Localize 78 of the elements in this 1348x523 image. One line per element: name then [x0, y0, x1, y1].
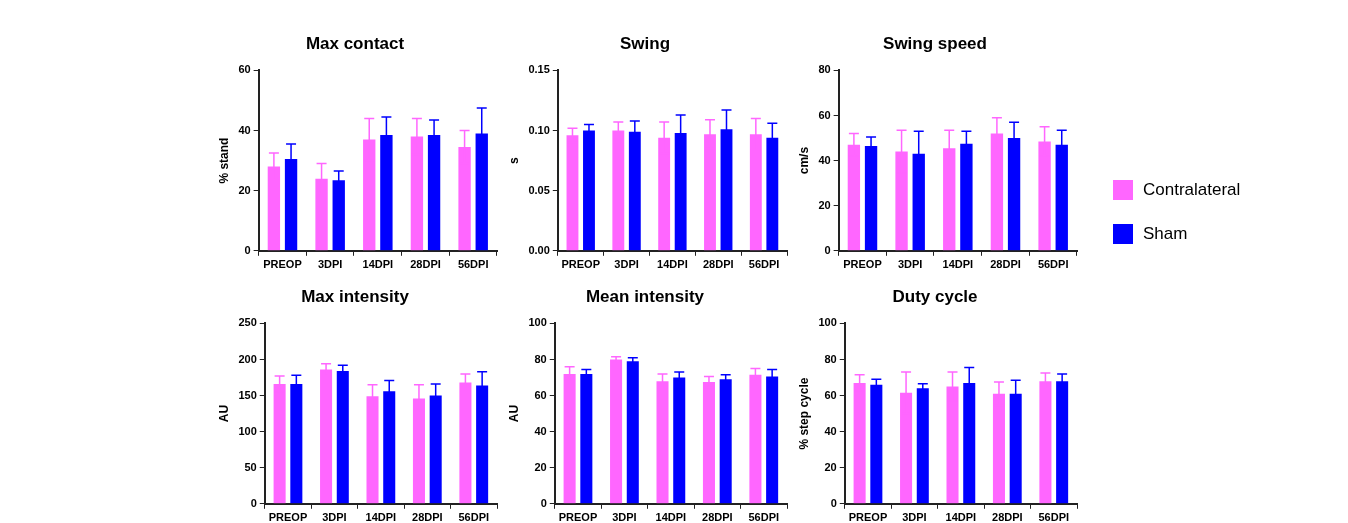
x-tick-label: 3DPI	[897, 258, 923, 271]
x-tick-label: 14DPI	[365, 511, 397, 523]
x-tick-label: PREOP	[558, 511, 598, 523]
y-tick-label: 60	[818, 108, 831, 121]
x-tick-label: 28DPI	[412, 511, 443, 523]
y-tick-label: 0	[244, 243, 251, 256]
x-tick-label: 3DPI	[612, 511, 637, 523]
x-tick-label: PREOP	[561, 258, 600, 271]
x-tick-label: 3DPI	[614, 258, 639, 271]
y-tick-label: 40	[818, 153, 831, 166]
y-tick-label: 0	[830, 496, 837, 509]
x-tick-label: 56DPI	[458, 511, 490, 523]
chart-title: Swing	[619, 33, 671, 53]
y-tick-label: 60	[238, 63, 251, 76]
x-tick-label: 14DPI	[945, 511, 977, 523]
x-tick-label: 28DPI	[702, 511, 733, 523]
y-tick-label: 60	[534, 388, 547, 401]
y-axis-title: s	[506, 156, 521, 164]
y-tick-label: 0	[540, 496, 547, 509]
y-axis-title: AU	[506, 404, 521, 423]
y-tick-label: 20	[534, 460, 547, 473]
y-tick-label: 150	[238, 388, 257, 401]
x-tick-label: 56DPI	[1037, 258, 1069, 271]
y-tick-label: 80	[818, 63, 831, 76]
y-tick-label: 0.10	[528, 123, 550, 136]
x-tick-label: 3DPI	[322, 511, 347, 523]
x-tick-label: 56DPI	[748, 258, 780, 271]
bar	[626, 361, 639, 504]
y-tick-label: 20	[238, 183, 251, 196]
y-tick-label: 50	[244, 460, 257, 473]
y-axis-title: % stand	[216, 137, 231, 184]
x-tick-label: 14DPI	[942, 258, 974, 271]
chart-title: Max contact	[305, 33, 405, 53]
y-axis-title: % step cycle	[796, 377, 811, 450]
y-tick-label: 250	[238, 316, 257, 329]
chart-title: Duty cycle	[892, 286, 978, 306]
x-tick-label: 56DPI	[1038, 511, 1070, 523]
x-tick-label: 28DPI	[990, 258, 1021, 271]
x-tick-label: 14DPI	[362, 258, 394, 271]
x-tick-label: 14DPI	[657, 258, 688, 271]
y-tick-label: 20	[818, 198, 831, 211]
x-tick-label: 14DPI	[655, 511, 687, 523]
x-tick-label: 3DPI	[902, 511, 927, 523]
legend-label: Contralateral	[1143, 180, 1241, 200]
legend-label: Sham	[1143, 224, 1188, 244]
x-tick-label: PREOP	[843, 258, 882, 271]
y-axis-title: AU	[216, 404, 231, 423]
y-tick-label: 40	[238, 123, 251, 136]
y-tick-label: 0	[250, 496, 257, 509]
x-tick-label: 28DPI	[410, 258, 441, 271]
chart-title: Max intensity	[301, 286, 410, 306]
x-tick-label: 28DPI	[702, 258, 734, 271]
y-tick-label: 80	[534, 352, 547, 365]
y-tick-label: 80	[824, 352, 837, 365]
y-tick-label: 0.00	[528, 243, 550, 256]
y-tick-label: 40	[824, 424, 837, 437]
x-tick-label: 3DPI	[317, 258, 343, 271]
x-tick-label: PREOP	[848, 511, 888, 523]
y-tick-label: 60	[824, 388, 837, 401]
y-tick-label: 0.15	[528, 63, 550, 76]
y-tick-label: 40	[534, 424, 547, 437]
x-tick-label: PREOP	[263, 258, 302, 271]
bar	[580, 373, 593, 504]
y-tick-label: 100	[238, 424, 257, 437]
y-axis-title: cm/s	[796, 146, 811, 175]
x-tick-label: 28DPI	[992, 511, 1023, 523]
x-tick-label: 56DPI	[457, 258, 489, 271]
chart-title: Swing speed	[883, 33, 987, 53]
x-tick-label: PREOP	[268, 511, 308, 523]
x-tick-label: 56DPI	[748, 511, 780, 523]
y-tick-label: 200	[238, 352, 257, 365]
chart-title: Mean intensity	[585, 286, 705, 306]
y-tick-label: 0	[824, 243, 831, 256]
y-tick-label: 100	[818, 316, 837, 329]
y-tick-label: 0.05	[528, 183, 550, 196]
y-tick-label: 20	[824, 460, 837, 473]
y-tick-label: 100	[528, 316, 547, 329]
bar	[610, 359, 623, 504]
